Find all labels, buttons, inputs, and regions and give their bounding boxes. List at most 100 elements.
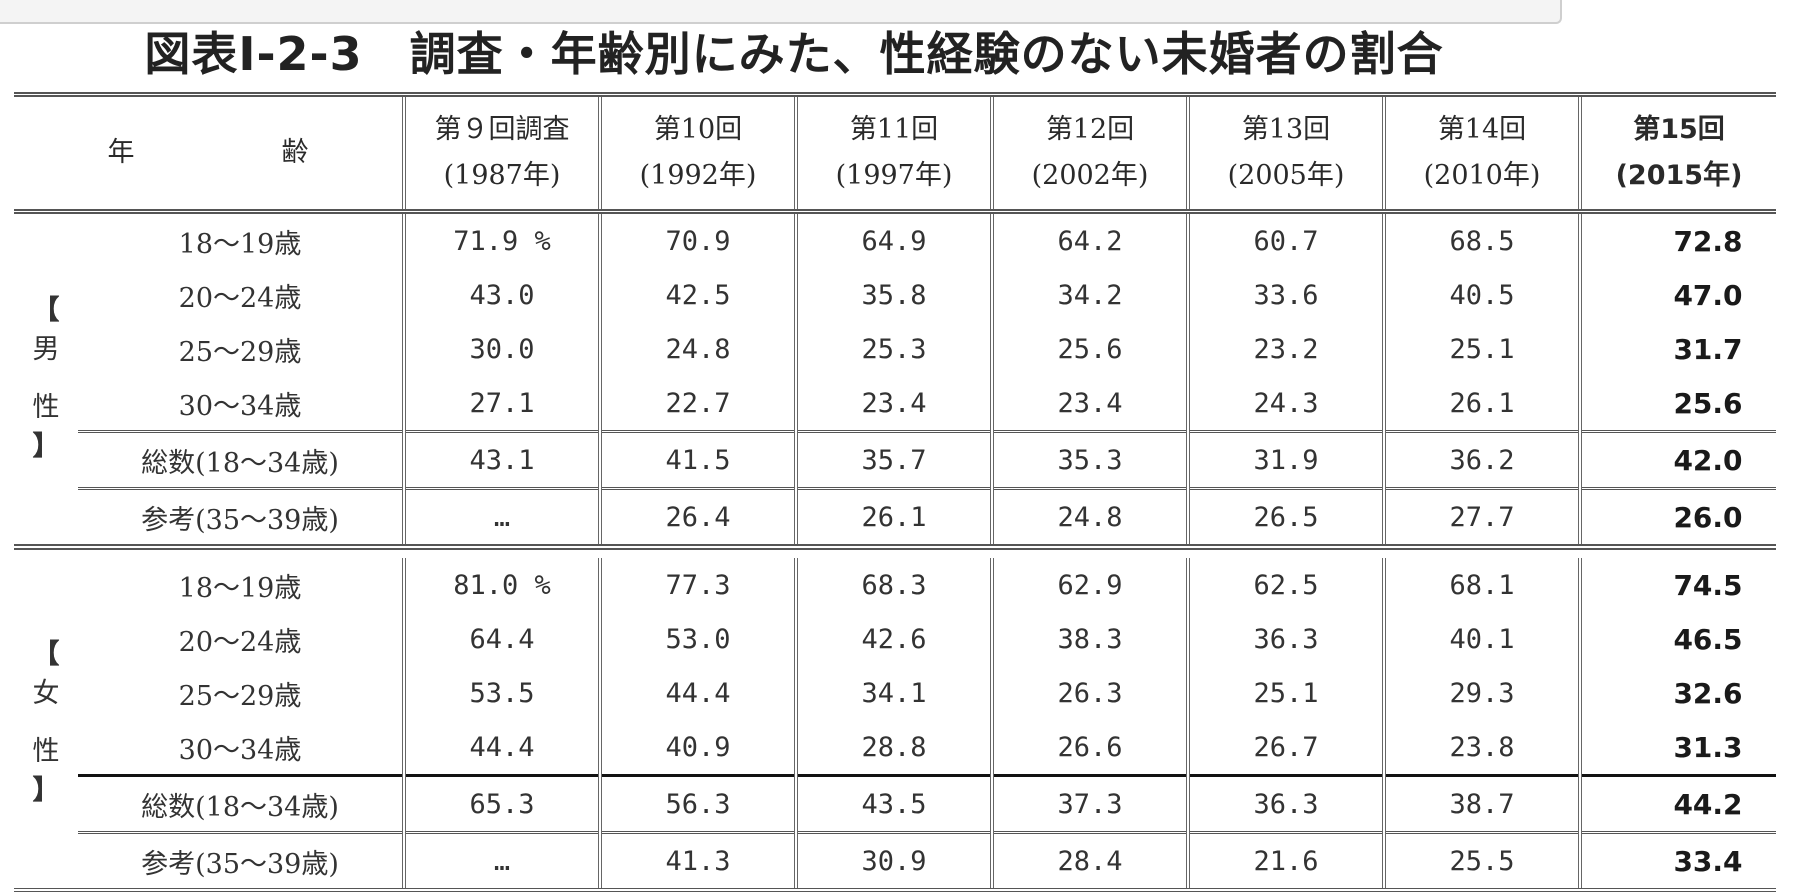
survey-year: (1987年) xyxy=(443,160,561,191)
table-row: 25～29歳 30.0 24.8 25.3 25.6 23.2 25.1 31.7 xyxy=(14,322,1776,376)
value-cell: 72.8 xyxy=(1578,211,1776,268)
survey-header-12: 第12回 (2002年) xyxy=(990,92,1188,214)
group-separator xyxy=(14,544,1776,558)
total-row: 総数(18～34歳) 43.1 41.5 35.7 35.3 31.9 36.2 42.0 xyxy=(14,430,1776,489)
age-label: 18～19歳 xyxy=(178,228,302,260)
value-cell: 28.4 xyxy=(990,831,1188,892)
table-row: 30～34歳 44.4 40.9 28.8 26.6 26.7 23.8 31.3 xyxy=(14,720,1776,776)
table-row: 30～34歳 27.1 22.7 23.4 23.4 24.3 26.1 25.6 xyxy=(14,376,1776,432)
value-cell: 28.8 xyxy=(794,720,992,776)
value-cell: 30.0 xyxy=(402,322,600,376)
survey-header-9: 第９回調査 (1987年) xyxy=(402,92,600,214)
value-cell: 25.1 xyxy=(1186,666,1384,720)
value-cell: 43.1 xyxy=(402,430,600,489)
group-label: 【女性】 xyxy=(14,558,78,892)
value-cell: 35.7 xyxy=(794,430,992,489)
group-bracket-close: 】 xyxy=(32,431,60,462)
value-cell: 33.6 xyxy=(1186,268,1384,322)
total-row: 総数(18～34歳) 65.3 56.3 43.5 37.3 36.3 38.7 44.2 xyxy=(14,774,1776,833)
survey-header-11: 第11回 (1997年) xyxy=(794,92,992,214)
value-cell: 81.0 % xyxy=(402,558,600,612)
group-bracket-open: 【 xyxy=(32,639,60,670)
value-cell: 64.2 xyxy=(990,211,1188,268)
value-cell: 40.9 xyxy=(598,720,796,776)
table-row: 【女性】 18～19歳 81.0 % 77.3 68.3 62.9 62.5 68.1 74.5 xyxy=(14,558,1776,892)
value-cell: 25.1 xyxy=(1382,322,1580,376)
value-cell: 42.0 xyxy=(1578,430,1776,489)
survey-header-14: 第14回 (2010年) xyxy=(1382,92,1580,214)
survey-table: 年 齢 第９回調査 (1987年) 第10回 (1992年) 第11回 (199… xyxy=(14,92,1776,892)
table-row: 20～24歳 64.4 53.0 42.6 38.3 36.3 40.1 46.5 xyxy=(14,612,1776,666)
value-cell: 44.4 xyxy=(598,666,796,720)
table-row: 【男性】 18～19歳 71.9 % 70.9 64.9 64.2 60.7 68.5 72.8 xyxy=(14,211,1776,460)
value-cell: 56.3 xyxy=(598,774,796,833)
value-cell: 21.6 xyxy=(1186,831,1384,892)
value-cell: 41.5 xyxy=(598,430,796,489)
table-row: 25～29歳 53.5 44.4 34.1 26.3 25.1 29.3 32.6 xyxy=(14,666,1776,720)
value-cell: 26.1 xyxy=(794,487,992,547)
value-cell: 34.1 xyxy=(794,666,992,720)
value-cell: 26.6 xyxy=(990,720,1188,776)
value-cell: 42.5 xyxy=(598,268,796,322)
survey-header-10: 第10回 (1992年) xyxy=(598,92,796,214)
value-cell: 34.2 xyxy=(990,268,1188,322)
value-cell: 44.2 xyxy=(1578,774,1776,833)
survey-name: 第12回 xyxy=(1045,114,1135,145)
value-cell: 38.7 xyxy=(1382,774,1580,833)
value-cell: 36.3 xyxy=(1186,774,1384,833)
age-label: 25～29歳 xyxy=(178,336,302,368)
value-cell: … xyxy=(402,831,600,892)
survey-year: (1992年) xyxy=(639,160,757,191)
value-cell: 31.3 xyxy=(1578,720,1776,776)
value-cell: 70.9 xyxy=(598,211,796,268)
value-cell: 31.7 xyxy=(1578,322,1776,376)
value-cell: 40.5 xyxy=(1382,268,1580,322)
value-cell: 27.7 xyxy=(1382,487,1580,547)
value-cell: 71.9 % xyxy=(402,211,600,268)
value-cell: 53.5 xyxy=(402,666,600,720)
value-cell: 60.7 xyxy=(1186,211,1384,268)
separator-cell xyxy=(14,544,1776,558)
value-cell: 44.4 xyxy=(402,720,600,776)
group-label-char: 性 xyxy=(32,392,60,423)
value-cell: 35.3 xyxy=(990,430,1188,489)
survey-name: 第11回 xyxy=(849,114,939,145)
survey-year: (2010年) xyxy=(1423,160,1541,191)
age-label: 30～34歳 xyxy=(178,390,302,422)
survey-name: 第９回調査 xyxy=(434,114,570,145)
window-top-strip xyxy=(0,0,1562,24)
survey-header-13: 第13回 (2005年) xyxy=(1186,92,1384,214)
group-label-char: 男 xyxy=(32,334,60,365)
value-cell: 25.5 xyxy=(1382,831,1580,892)
value-cell: 53.0 xyxy=(598,612,796,666)
reference-row: 参考(35～39歳)… 41.3 30.9 28.4 21.6 25.5 33.4 xyxy=(14,831,1776,892)
value-cell: 43.0 xyxy=(402,268,600,322)
value-cell: 38.3 xyxy=(990,612,1188,666)
value-cell: 33.4 xyxy=(1578,831,1776,892)
value-cell: 23.2 xyxy=(1186,322,1384,376)
value-cell: 36.3 xyxy=(1186,612,1384,666)
survey-year: (2015年) xyxy=(1615,160,1743,191)
value-cell: 24.3 xyxy=(1186,376,1384,432)
survey-year: (2002年) xyxy=(1031,160,1149,191)
value-cell: 26.5 xyxy=(1186,487,1384,547)
value-cell: 62.5 xyxy=(1186,558,1384,612)
value-cell: 25.3 xyxy=(794,322,992,376)
value-cell: 32.6 xyxy=(1578,666,1776,720)
age-column-header: 年 齢 xyxy=(14,92,404,214)
group-label-char: 性 xyxy=(32,736,60,767)
value-cell: 64.9 xyxy=(794,211,992,268)
table-row: 20～24歳 43.0 42.5 35.8 34.2 33.6 40.5 47.0 xyxy=(14,268,1776,322)
survey-year: (1997年) xyxy=(835,160,953,191)
value-cell: 77.3 xyxy=(598,558,796,612)
age-label: 30～34歳 xyxy=(178,734,302,766)
table-body: 【男性】 18～19歳 71.9 % 70.9 64.9 64.2 60.7 68.5 72.8… xyxy=(14,211,1776,892)
value-cell: 22.7 xyxy=(598,376,796,432)
total-age-label: 総数(18～34歳) xyxy=(78,774,404,833)
survey-name: 第14回 xyxy=(1437,114,1527,145)
value-cell: 62.9 xyxy=(990,558,1188,612)
value-cell: 30.9 xyxy=(794,831,992,892)
value-cell: 23.4 xyxy=(794,376,992,432)
value-cell: 43.5 xyxy=(794,774,992,833)
value-cell: 26.1 xyxy=(1382,376,1580,432)
